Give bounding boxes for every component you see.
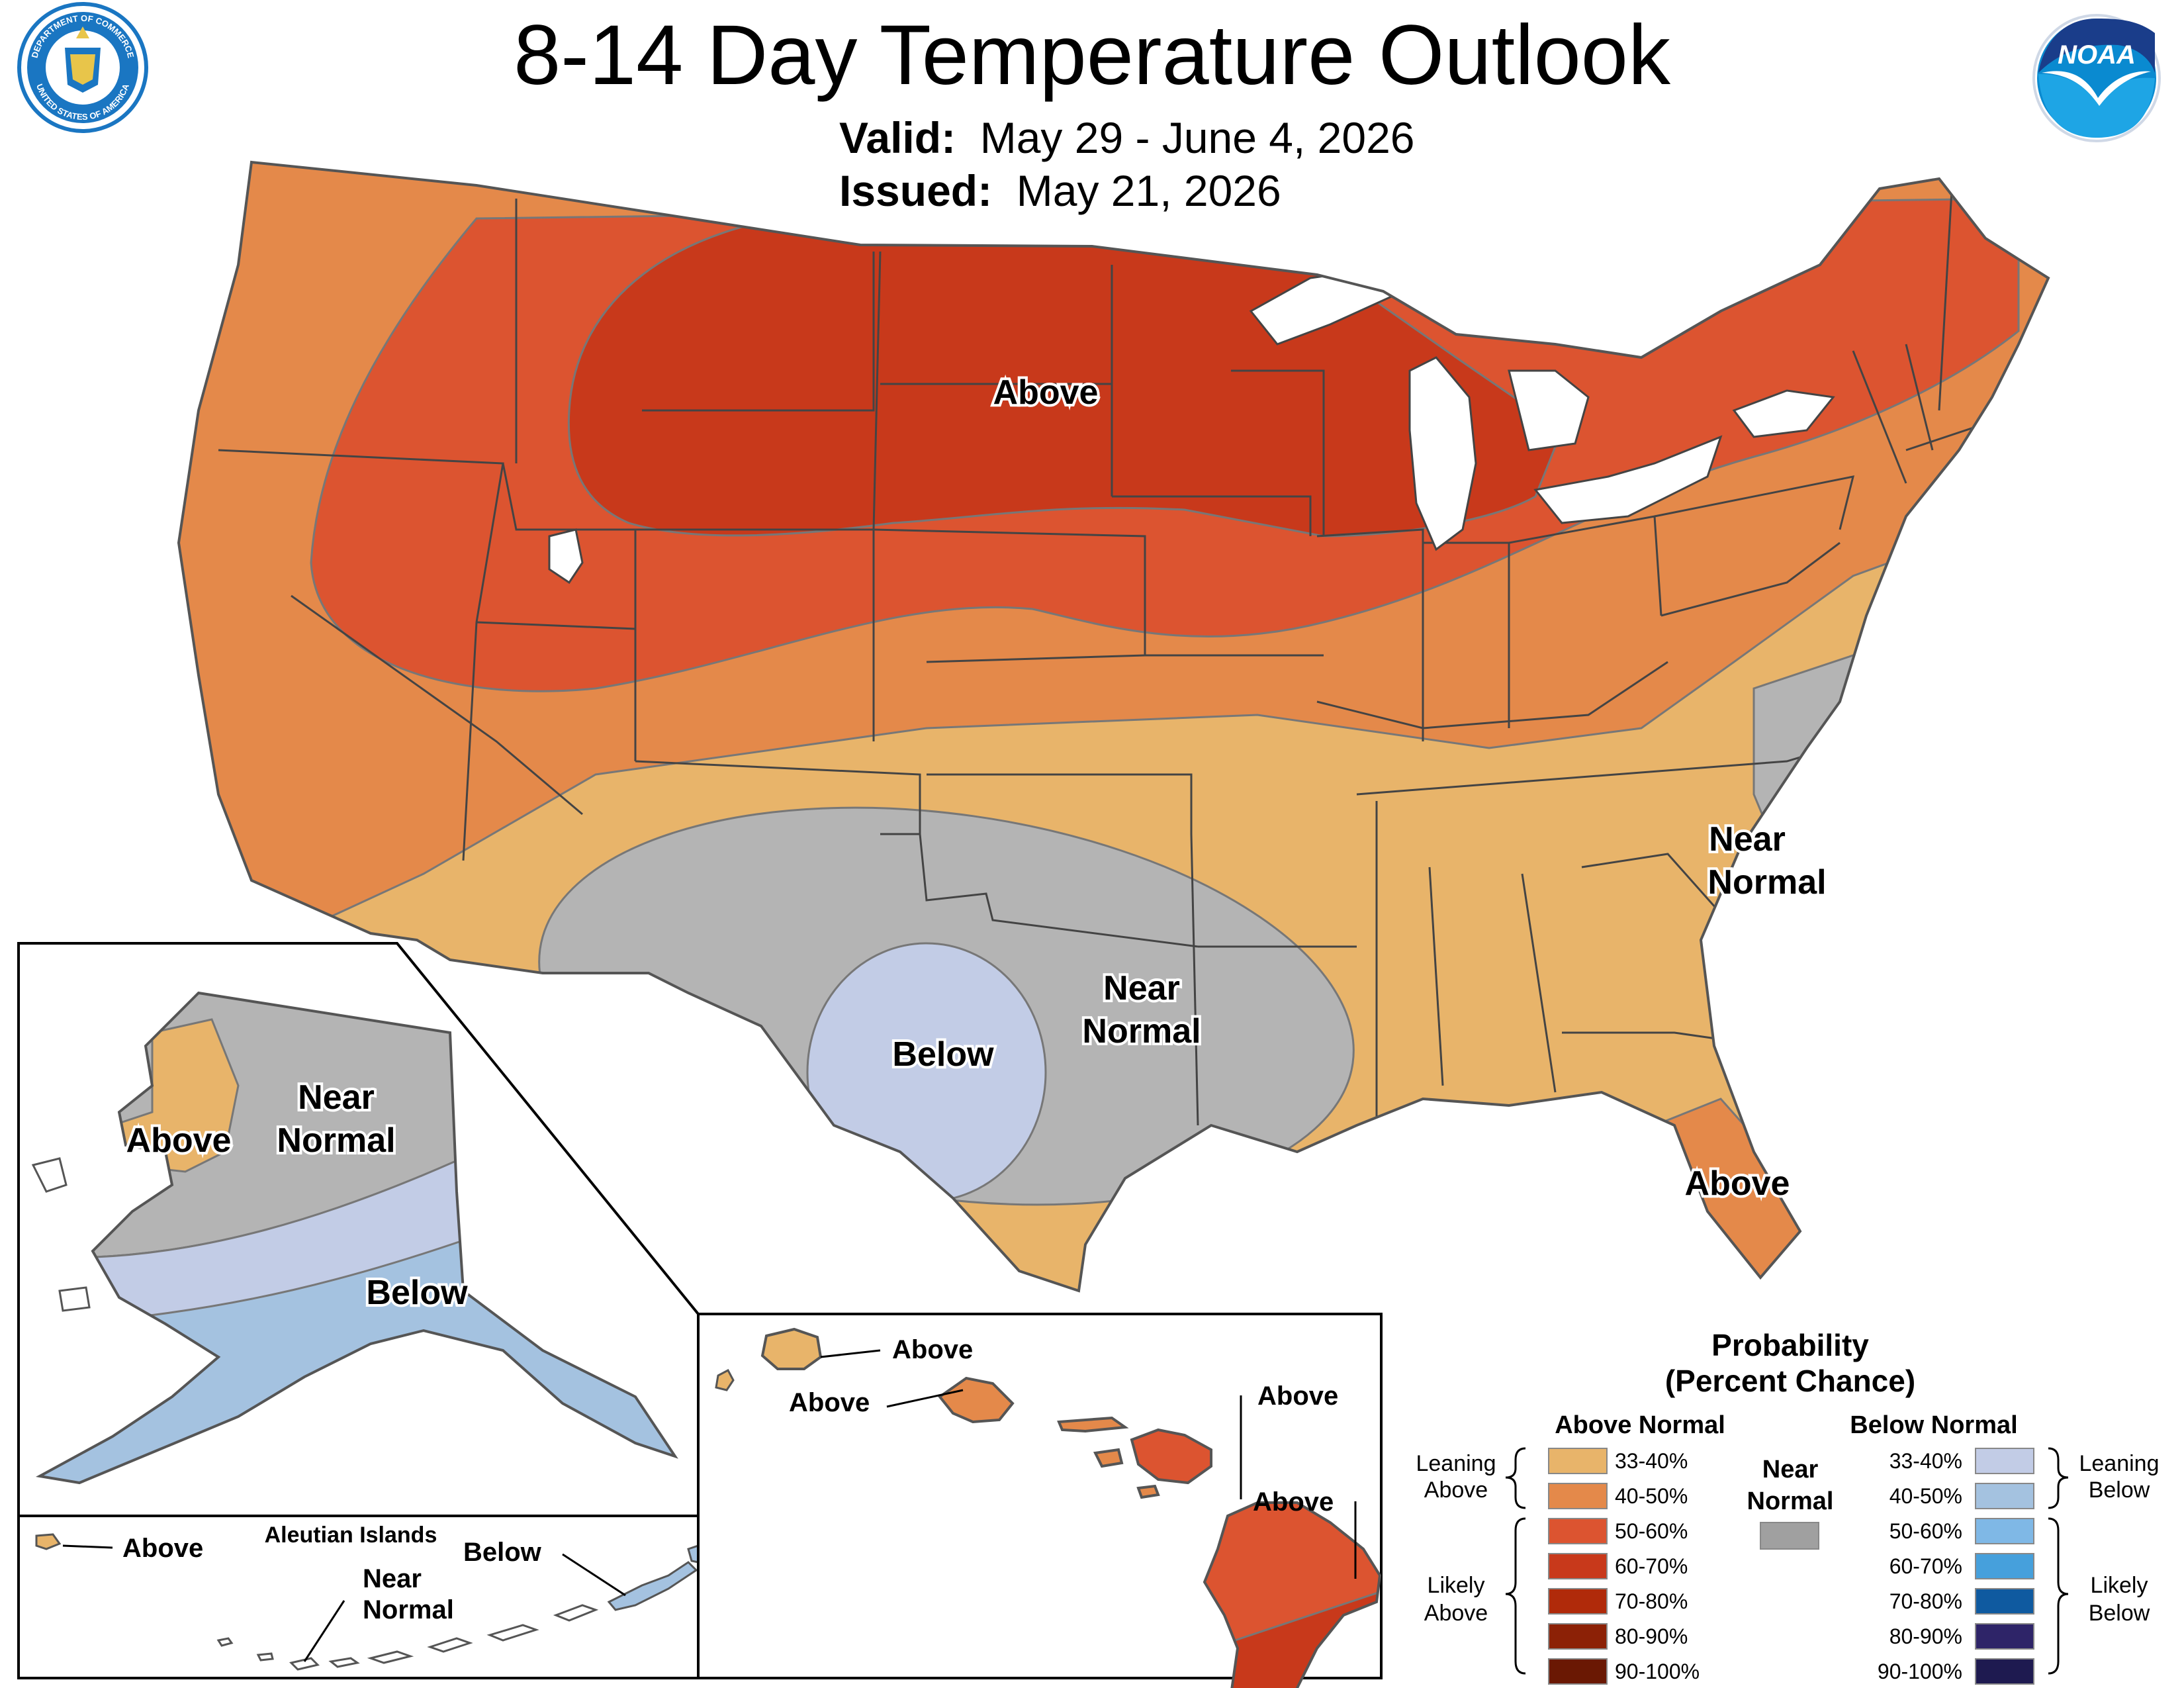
- aleutian-label-below: Below: [463, 1538, 542, 1567]
- noaa-logo-icon: NOAA: [2032, 14, 2161, 142]
- legend-below-swatch-1: [1975, 1483, 2034, 1509]
- alaska-inset: Above Near Normal Below: [17, 942, 700, 1517]
- legend-below-swatch-3: [1975, 1553, 2034, 1579]
- legend-below-label-5: 80-90%: [1889, 1624, 1962, 1648]
- label-above-north: Above: [993, 373, 1099, 412]
- legend-leaning-above-1: Leaning: [1416, 1451, 1496, 1476]
- legend-below-swatch-2: [1975, 1518, 2034, 1544]
- hawaii-label-above-1: Above: [892, 1335, 973, 1364]
- aleutian-label-near-1: Near: [363, 1564, 422, 1593]
- legend-above-label-0: 33-40%: [1615, 1449, 1688, 1473]
- legend-above-label-6: 90-100%: [1615, 1660, 1700, 1683]
- legend-above-swatch-1: [1548, 1483, 1608, 1509]
- hawaii-label-above-2: Above: [789, 1388, 870, 1417]
- aleutian-inset: Aleutian Islands Above Near Normal Below: [17, 1515, 700, 1679]
- legend-below-header: Below Normal: [1850, 1411, 2017, 1439]
- alaska-label-below: Below: [366, 1274, 468, 1312]
- legend-above-swatch-4: [1548, 1588, 1608, 1615]
- issued-line: Issued: May 21, 2026: [839, 165, 1281, 216]
- valid-value: May 29 - June 4, 2026: [979, 113, 1415, 162]
- hawaii-label-above-4: Above: [1253, 1487, 1334, 1517]
- legend-below-swatch-0: [1975, 1448, 2034, 1474]
- legend-title-1: Probability: [1711, 1328, 1869, 1362]
- legend-below-label-3: 60-70%: [1889, 1554, 1962, 1578]
- legend-near-1: Near: [1762, 1456, 1819, 1483]
- alaska-label-near-2: Normal: [277, 1121, 395, 1160]
- legend-below-list: 33-40% 40-50% 50-60% 60-70% 70-80% 80-90% 90-1…: [1878, 1448, 2034, 1685]
- legend-above-label-3: 60-70%: [1615, 1554, 1688, 1578]
- label-below-texas: Below: [892, 1035, 994, 1074]
- legend-leaning-below-1: Leaning: [2079, 1451, 2159, 1476]
- valid-line: Valid: May 29 - June 4, 2026: [839, 113, 1415, 163]
- legend-above-swatch-6: [1548, 1658, 1608, 1685]
- department-of-commerce-seal-icon: DEPARTMENT OF COMMERCE UNITED STATES OF …: [17, 2, 148, 133]
- label-near-normal-east-2: Normal: [1707, 863, 1826, 902]
- legend-above-label-1: 40-50%: [1615, 1484, 1688, 1508]
- legend-below-label-4: 70-80%: [1889, 1589, 1962, 1613]
- legend-likely-below-2: Below: [2089, 1601, 2150, 1626]
- aleutian-label-near-2: Normal: [363, 1595, 454, 1624]
- valid-label: Valid:: [839, 113, 956, 162]
- legend-above-swatch-2: [1548, 1518, 1608, 1544]
- legend-above-label-2: 50-60%: [1615, 1519, 1688, 1543]
- legend-below-label-6: 90-100%: [1878, 1660, 1962, 1683]
- legend-likely-above-2: Above: [1424, 1601, 1488, 1626]
- label-near-normal-east-1: Near: [1709, 820, 1786, 859]
- alaska-label-above: Above: [126, 1121, 232, 1160]
- label-near-normal-south-2: Normal: [1082, 1012, 1201, 1051]
- legend-above-header: Above Normal: [1555, 1411, 1725, 1439]
- legend-below-label-0: 33-40%: [1889, 1449, 1962, 1473]
- legend: Probability (Percent Chance) Above Norma…: [1416, 1328, 2160, 1685]
- conus-outline: [177, 160, 2050, 1293]
- legend-below-label-1: 40-50%: [1889, 1484, 1962, 1508]
- issued-value: May 21, 2026: [1016, 166, 1281, 215]
- hawaii-label-above-3: Above: [1257, 1382, 1338, 1411]
- legend-above-label-4: 70-80%: [1615, 1589, 1688, 1613]
- legend-below-swatch-6: [1975, 1658, 2034, 1685]
- page-title: 8-14 Day Temperature Outlook: [514, 8, 1670, 103]
- legend-above-list: 33-40% 40-50% 50-60% 60-70% 70-80% 80-90% 90-1…: [1548, 1448, 1700, 1685]
- aleutian-title: Aleutian Islands: [265, 1523, 437, 1548]
- legend-likely-above-1: Likely: [1428, 1573, 1485, 1598]
- label-near-normal-south-1: Near: [1103, 969, 1180, 1008]
- issued-label: Issued:: [839, 166, 993, 215]
- legend-above-label-5: 80-90%: [1615, 1624, 1688, 1648]
- alaska-label-near-1: Near: [298, 1078, 375, 1117]
- legend-below-label-2: 50-60%: [1889, 1519, 1962, 1543]
- aleutian-label-above: Above: [122, 1534, 203, 1563]
- legend-leaning-below-2: Below: [2089, 1477, 2150, 1503]
- legend-below-swatch-5: [1975, 1623, 2034, 1650]
- hawaii-inset: Above Above Above Above: [697, 1313, 1383, 1688]
- legend-leaning-above-2: Above: [1424, 1477, 1488, 1503]
- legend-near-swatch: [1760, 1522, 1819, 1550]
- legend-below-swatch-4: [1975, 1588, 2034, 1615]
- legend-above-swatch-3: [1548, 1553, 1608, 1579]
- label-above-florida: Above: [1685, 1164, 1790, 1203]
- legend-above-swatch-5: [1548, 1623, 1608, 1650]
- legend-near-2: Normal: [1747, 1487, 1834, 1515]
- legend-above-swatch-0: [1548, 1448, 1608, 1474]
- legend-title-2: (Percent Chance): [1665, 1364, 1915, 1398]
- noaa-logo-text: NOAA: [2058, 40, 2136, 70]
- legend-likely-below-1: Likely: [2091, 1573, 2148, 1598]
